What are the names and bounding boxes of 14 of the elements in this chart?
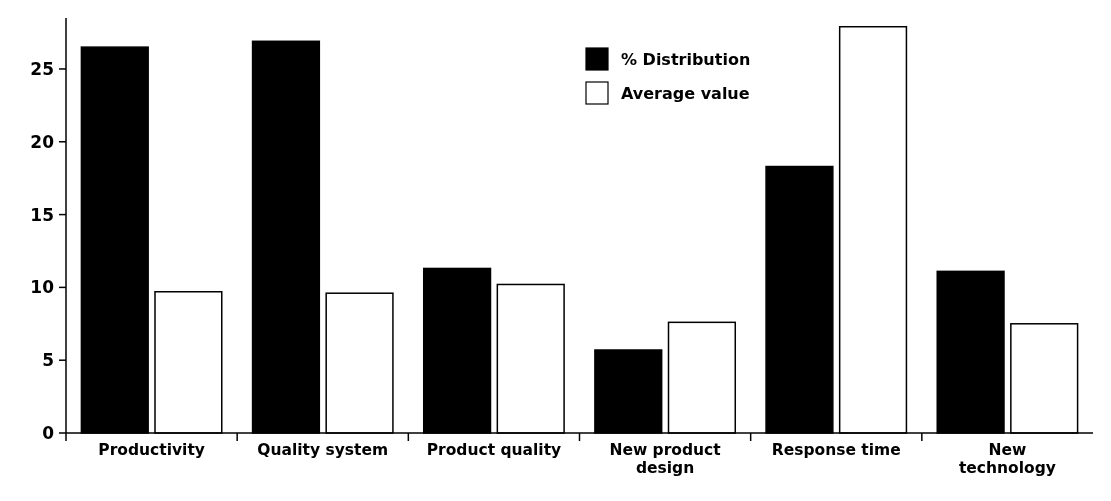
y-tick-label: 20 <box>30 131 55 152</box>
y-tick-label: 25 <box>30 58 54 79</box>
y-tick-label: 5 <box>42 350 54 371</box>
x-tick-label: Quality system <box>257 441 389 459</box>
x-tick-label: New product design <box>609 441 722 477</box>
legend-label: Average value <box>621 83 750 103</box>
legend-label: % Distribution <box>621 49 751 69</box>
x-tick-label: Productivity <box>98 441 205 459</box>
y-tick-label: 15 <box>30 204 54 225</box>
y-tick-label: 0 <box>42 422 55 443</box>
x-tick-label: New technology <box>958 441 1056 477</box>
y-tick-label: 10 <box>30 277 55 298</box>
x-tick-label: Product quality <box>426 441 562 459</box>
x-tick-label: Response time <box>771 441 901 459</box>
